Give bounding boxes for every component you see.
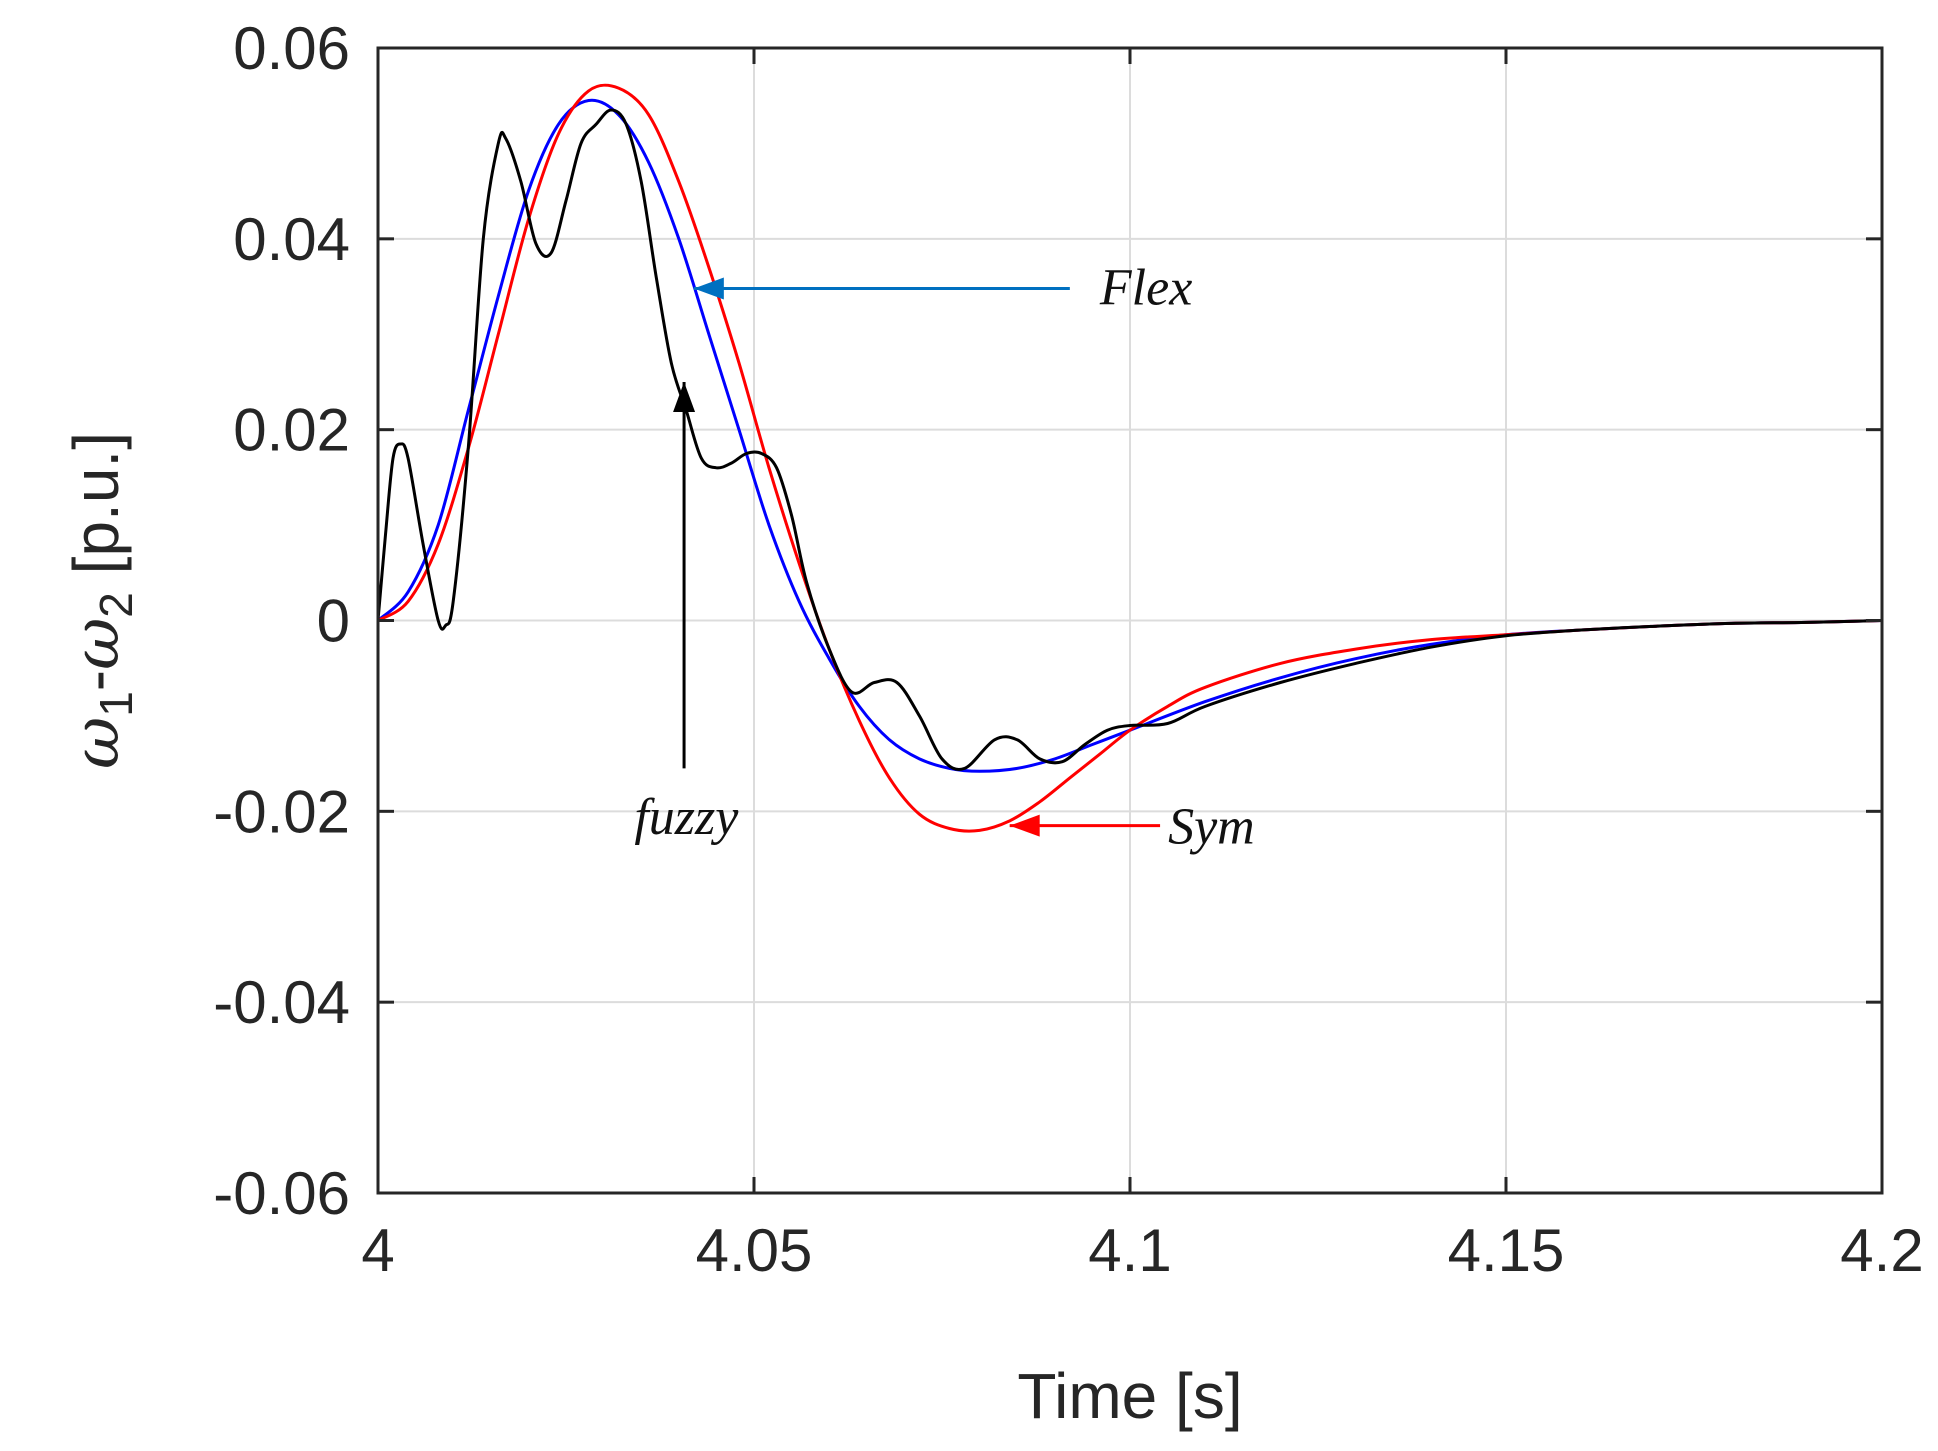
y-tick-label: -0.04 bbox=[213, 969, 350, 1036]
x-axis-ticks: 4 4.05 4.1 4.15 4.2 bbox=[361, 48, 1924, 1284]
y-axis-title-omega-1: ω bbox=[60, 717, 134, 769]
annotation-layer: Flex Sym fuzzy bbox=[634, 260, 1254, 856]
series-line-flex bbox=[376, 98, 1883, 773]
series-line-fuzzy bbox=[376, 108, 1883, 771]
series-layer bbox=[376, 83, 1883, 833]
y-axis-title-omega-2: ω bbox=[60, 618, 134, 670]
annotation-label-flex: Flex bbox=[1099, 260, 1192, 317]
x-axis-title: Time [s] bbox=[1017, 1360, 1242, 1432]
x-tick-label: 4.1 bbox=[1088, 1217, 1171, 1284]
y-tick-label: -0.02 bbox=[213, 778, 350, 845]
x-tick-label: 4.2 bbox=[1840, 1217, 1923, 1284]
x-tick-label: 4.05 bbox=[696, 1217, 813, 1284]
y-axis-title-unit: [p.u.] bbox=[60, 432, 132, 592]
y-tick-label: 0.02 bbox=[233, 397, 350, 464]
annotation-arrowhead-sym bbox=[1009, 814, 1040, 837]
annotation-label-sym: Sym bbox=[1168, 799, 1255, 856]
y-axis-title: ω1-ω2 [p.u.] bbox=[60, 432, 142, 769]
series-line-sym bbox=[377, 83, 1883, 833]
y-axis-title-subscript-2: 2 bbox=[90, 592, 142, 618]
y-tick-label: 0.04 bbox=[233, 206, 350, 273]
y-axis-title-subscript-1: 1 bbox=[90, 691, 142, 717]
y-tick-label: -0.06 bbox=[213, 1160, 350, 1227]
grid-layer bbox=[377, 47, 1883, 1194]
y-axis-ticks: 0.06 0.04 0.02 0 -0.02 -0.04 -0.06 bbox=[213, 15, 1882, 1227]
y-tick-label: 0 bbox=[317, 588, 350, 655]
annotation-arrowhead-fuzzy bbox=[673, 381, 696, 412]
y-tick-label: 0.06 bbox=[233, 15, 350, 82]
x-tick-label: 4 bbox=[361, 1217, 394, 1284]
annotation-arrowhead-flex bbox=[693, 277, 724, 300]
x-tick-label: 4.15 bbox=[1448, 1217, 1565, 1284]
annotation-label-fuzzy: fuzzy bbox=[634, 789, 739, 846]
y-axis-title-dash: - bbox=[60, 670, 132, 691]
